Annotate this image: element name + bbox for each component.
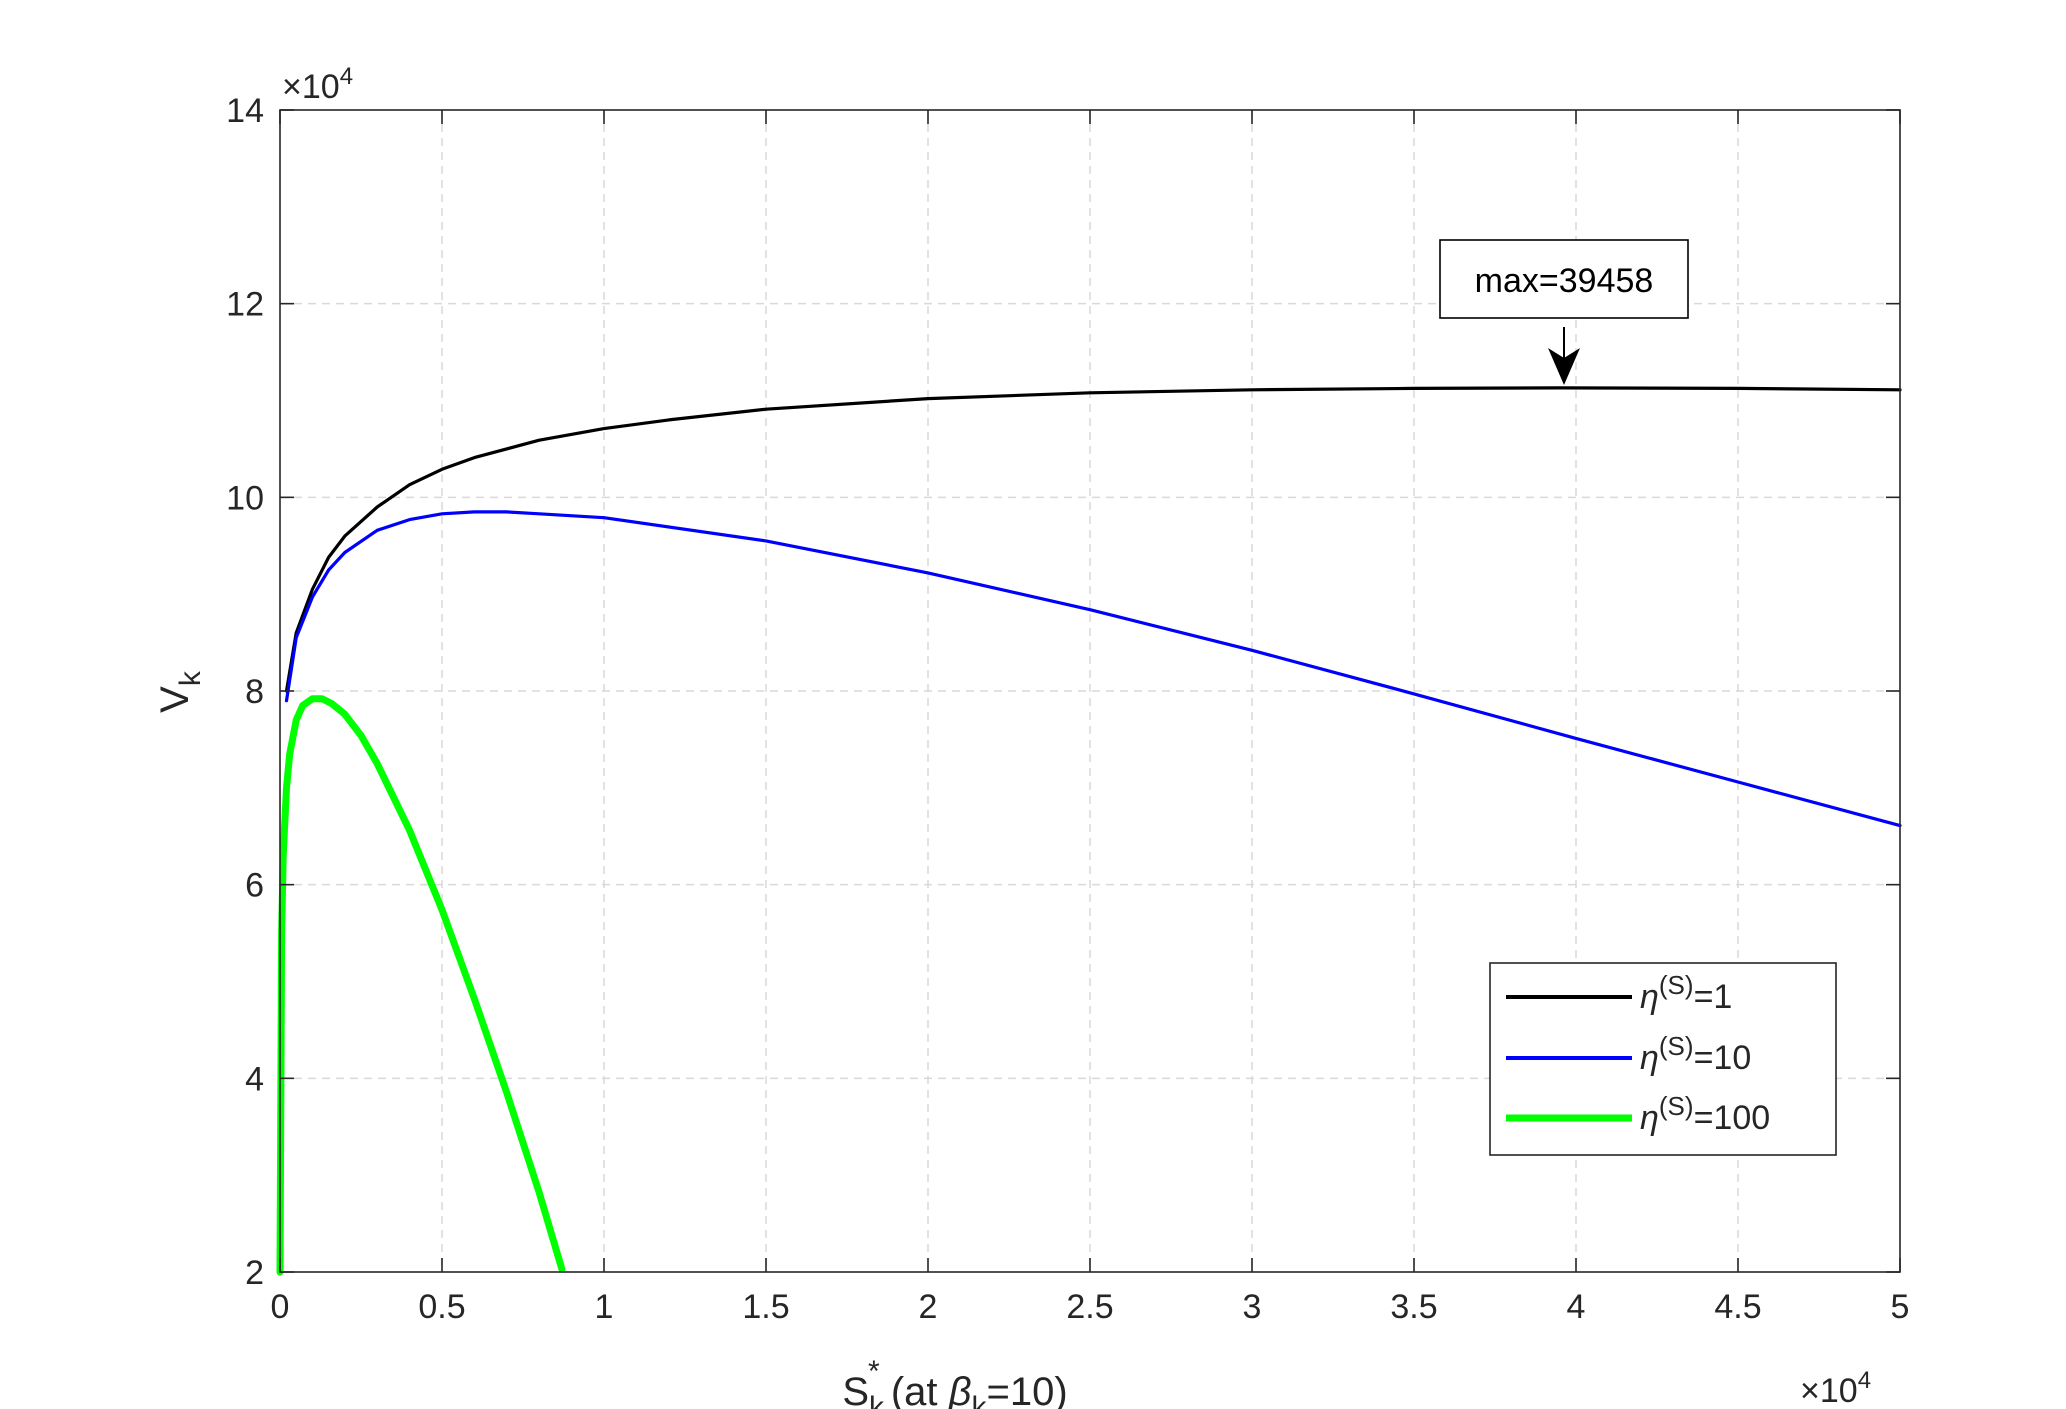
x-tick-label: 4.5 [1714,1288,1761,1326]
y-tick-labels: 2 4 6 8 10 12 14 [226,92,264,1292]
y-axis-label: Vk [153,670,207,713]
series-line-eta-1 [284,386,1902,693]
series-line-eta-100 [276,695,566,1276]
x-tick-label: 3.5 [1390,1288,1437,1326]
y-tick-label: 12 [226,286,264,324]
y-tick-label: 2 [245,1254,264,1292]
y-tick-label: 8 [245,673,264,711]
annotation-text: max=39458 [1475,262,1654,300]
legend-label-eta-1: η(S)=1 [1640,970,1732,1016]
series-layer [276,386,1902,1276]
x-tick-label: 2.5 [1066,1288,1113,1326]
x-tick-labels: 0 0.5 1 1.5 2 2.5 3 3.5 4 4.5 5 [271,1288,1910,1326]
legend: η(S)=1 η(S)=10 η(S)=100 [1489,962,1837,1156]
x-tick-label: 2 [919,1288,938,1326]
x-tick-label: 0 [271,1288,290,1326]
x-tick-label: 4 [1567,1288,1586,1326]
y-tick-label: 14 [226,92,264,130]
x-tick-label: 5 [1891,1288,1910,1326]
legend-label-eta-10: η(S)=10 [1640,1031,1751,1077]
x-exponent-label: ×104 [1800,1367,1871,1409]
y-tick-label: 6 [245,867,264,905]
max-annotation: max=39458 [1439,239,1689,385]
series-line-eta-10 [284,510,1902,828]
y-tick-label: 4 [245,1060,264,1098]
axis-ticks [279,109,1901,1273]
annotation-arrow-head [1548,348,1580,385]
y-exponent-label: ×104 [282,63,353,106]
x-tick-label: 1.5 [742,1288,789,1326]
x-axis-label: Sk* (at βk=10) [842,1355,1067,1409]
x-tick-label: 1 [595,1288,614,1326]
annotation-box [1439,239,1689,319]
x-tick-label: 3 [1243,1288,1262,1326]
y-tick-label: 10 [226,479,264,517]
x-tick-label: 0.5 [418,1288,465,1326]
legend-label-eta-100: η(S)=100 [1640,1091,1770,1137]
